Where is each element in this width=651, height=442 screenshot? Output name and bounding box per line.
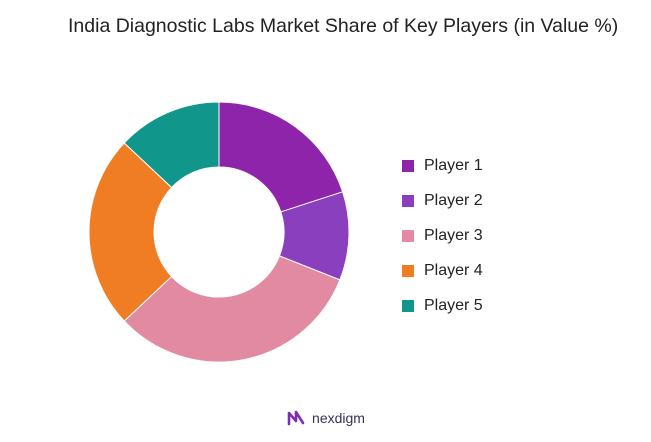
legend-swatch — [402, 159, 414, 172]
slice-player-4 — [88, 142, 173, 322]
legend-item-player-1: Player 1 — [402, 148, 483, 183]
legend-item-player-3: Player 3 — [402, 218, 483, 253]
nexdigm-logo-icon — [287, 410, 305, 426]
slice-player-5 — [123, 101, 220, 189]
legend-label: Player 5 — [424, 296, 483, 314]
chart-title: India Diagnostic Labs Market Share of Ke… — [68, 15, 619, 37]
legend-item-player-5: Player 5 — [402, 288, 483, 323]
legend-label: Player 3 — [424, 226, 483, 244]
legend-swatch — [402, 194, 414, 207]
legend-label: Player 1 — [424, 156, 483, 174]
legend-label: Player 4 — [424, 261, 483, 279]
chart-legend: Player 1 Player 2 Player 3 Player 4 Player 5 — [402, 148, 483, 323]
brand-name: nexdigm — [312, 410, 365, 426]
legend-item-player-2: Player 2 — [402, 183, 483, 218]
slice-player-1 — [218, 101, 344, 213]
legend-swatch — [402, 299, 414, 312]
legend-label: Player 2 — [424, 191, 483, 209]
legend-swatch — [402, 264, 414, 277]
legend-swatch — [402, 229, 414, 242]
legend-item-player-4: Player 4 — [402, 253, 483, 288]
footer: nexdigm — [0, 408, 651, 428]
slice-player-3 — [123, 255, 341, 363]
